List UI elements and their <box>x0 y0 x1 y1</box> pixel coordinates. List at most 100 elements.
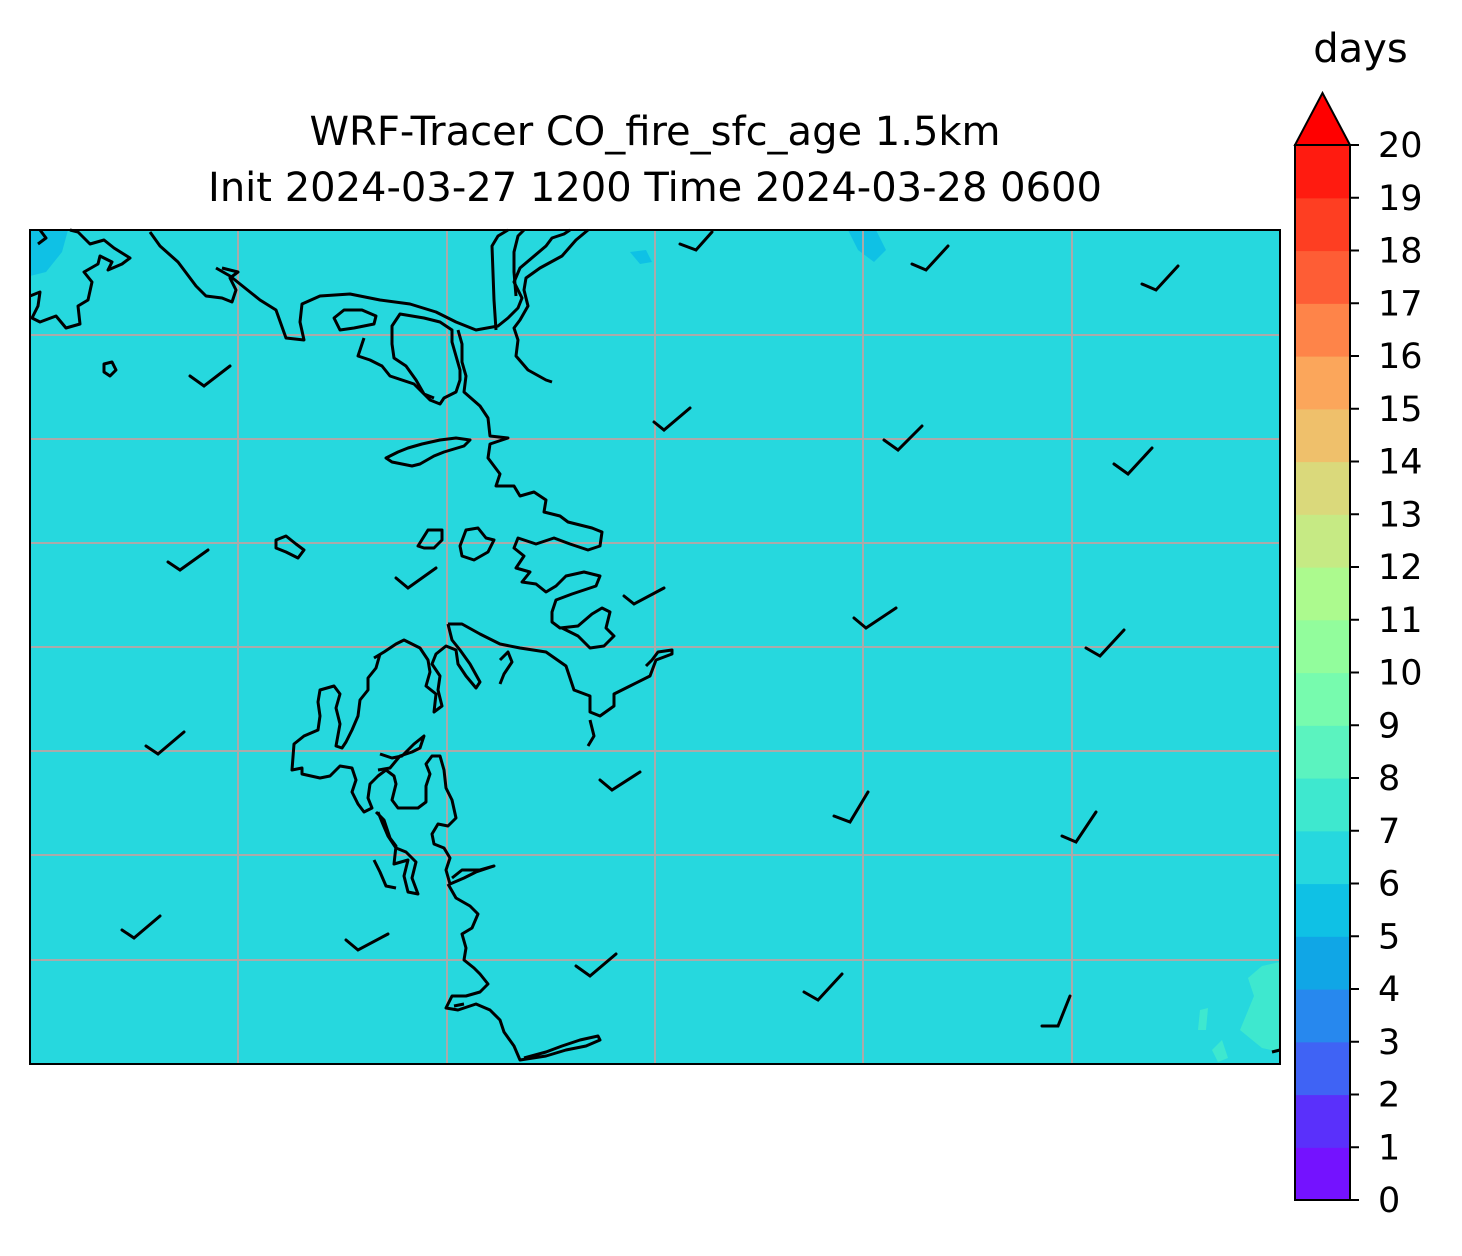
colorbar-band <box>1295 145 1350 199</box>
island-b <box>274 534 306 560</box>
field-patch-lower-right <box>1240 962 1280 1052</box>
colorbar-tick-label: 18 <box>1378 232 1423 272</box>
coastline-peninsula-5 <box>444 883 602 1062</box>
colorbar-tick-label: 20 <box>1378 126 1423 166</box>
colorbar-tick-label: 19 <box>1378 179 1423 219</box>
colorbar-tick-label: 9 <box>1378 706 1400 746</box>
wind-barbs <box>120 230 1180 1028</box>
field-patch-lower-right-3 <box>1212 1040 1228 1062</box>
colorbar-band <box>1295 250 1350 304</box>
colorbar-tick-label: 4 <box>1378 970 1400 1010</box>
colorbar-band <box>1295 1094 1350 1148</box>
map-title: WRF-Tracer CO_fire_sfc_age 1.5km Init 20… <box>30 104 1280 216</box>
wind-barb <box>120 914 162 940</box>
wind-barb <box>910 244 950 272</box>
colorbar-unit-label: days <box>1313 26 1408 72</box>
colorbar-extend-arrow <box>1293 90 1352 146</box>
wind-barb <box>882 424 924 452</box>
colorbar-tick-label: 12 <box>1378 548 1423 588</box>
colorbar-tick-label: 14 <box>1378 443 1423 483</box>
coastline-central-north-4 <box>512 228 526 297</box>
coastline-central-north-3 <box>512 228 589 384</box>
wind-barb <box>1140 264 1180 292</box>
colorbar-band <box>1295 1041 1350 1096</box>
wind-barb <box>598 770 642 792</box>
colorbar-tick-label: 2 <box>1378 1076 1400 1116</box>
colorbar-tick-label: 15 <box>1378 390 1423 430</box>
colorbar-band <box>1295 303 1350 357</box>
colorbar-band <box>1295 619 1350 674</box>
title-line-1: WRF-Tracer CO_fire_sfc_age 1.5km <box>309 109 1001 155</box>
colorbar-tick-label: 5 <box>1378 917 1400 957</box>
coastline-upper-left-2 <box>148 231 240 304</box>
wind-barb <box>1040 994 1072 1028</box>
coastline-peninsula-2 <box>377 734 426 772</box>
coastline-peninsula-4 <box>372 859 397 890</box>
map-panel <box>29 228 1281 1065</box>
colorbar-band <box>1295 672 1350 726</box>
colorbar-bands <box>1295 145 1350 1201</box>
coastline-upper-left-3 <box>37 229 48 246</box>
island-d <box>458 526 496 562</box>
wind-barb <box>1060 810 1098 844</box>
colorbar-tick-label: 17 <box>1378 284 1423 324</box>
wind-barb <box>1112 446 1154 476</box>
colorbar-tick-label: 0 <box>1378 1181 1400 1221</box>
wind-barb <box>852 606 898 630</box>
coastline-central-mid-2 <box>373 623 482 714</box>
colorbar-tick-label: 3 <box>1378 1023 1400 1063</box>
field-patch-lower-right-2 <box>1198 1008 1208 1030</box>
wind-barb <box>144 730 186 756</box>
colorbar-band <box>1295 936 1350 990</box>
wind-barb <box>394 566 438 590</box>
colorbar-band <box>1295 725 1350 779</box>
colorbar-band <box>1295 883 1350 937</box>
colorbar-tick-label: 13 <box>1378 495 1423 535</box>
coastline-peninsula-6 <box>453 1002 465 1008</box>
colorbar-band <box>1295 1147 1350 1201</box>
coastline-right-edge <box>1271 1048 1281 1054</box>
coastline-central-north <box>215 228 571 342</box>
wind-barb <box>678 230 714 252</box>
wind-barb <box>652 406 692 432</box>
colorbar-band <box>1295 830 1350 885</box>
coastline-central-mid <box>448 622 674 718</box>
field-patch-top <box>848 230 886 262</box>
coastline-estuary-2 <box>456 329 616 650</box>
field-patch-top-small <box>630 250 652 264</box>
coastline-central-north-5 <box>332 308 378 332</box>
wind-barb <box>832 790 870 824</box>
colorbar-band <box>1295 197 1350 252</box>
colorbar-band <box>1295 461 1350 515</box>
colorbar-tick-label: 8 <box>1378 759 1400 799</box>
wind-barb <box>166 548 210 572</box>
coastline-central-north-2 <box>490 228 509 331</box>
coastline-estuary-3 <box>384 436 472 468</box>
wind-barb <box>344 932 390 952</box>
colorbar-band <box>1295 356 1350 410</box>
island-a <box>102 360 118 378</box>
wind-barb <box>188 364 232 388</box>
wind-barb <box>1084 628 1126 658</box>
colorbar-band <box>1295 567 1350 621</box>
coastline-peninsula <box>290 653 496 886</box>
colorbar-tick-label: 16 <box>1378 337 1423 377</box>
wind-barb <box>622 586 666 606</box>
wind-barb <box>802 972 844 1002</box>
colorbar-band <box>1295 989 1350 1043</box>
gridlines <box>30 230 1280 1064</box>
coastline-upper-left <box>29 228 132 330</box>
wind-barb <box>574 952 618 978</box>
colorbar-band <box>1295 514 1350 568</box>
colorbar-tick-label: 10 <box>1378 654 1423 694</box>
colorbar-tick-label: 1 <box>1378 1128 1400 1168</box>
coastlines <box>29 228 1281 1062</box>
coastline-peninsula-3 <box>374 810 420 896</box>
colorbar-tick-label: 6 <box>1378 865 1400 905</box>
island-c <box>416 528 444 550</box>
colorbar-tick-label: 11 <box>1378 601 1423 641</box>
colorbar-band <box>1295 778 1350 832</box>
